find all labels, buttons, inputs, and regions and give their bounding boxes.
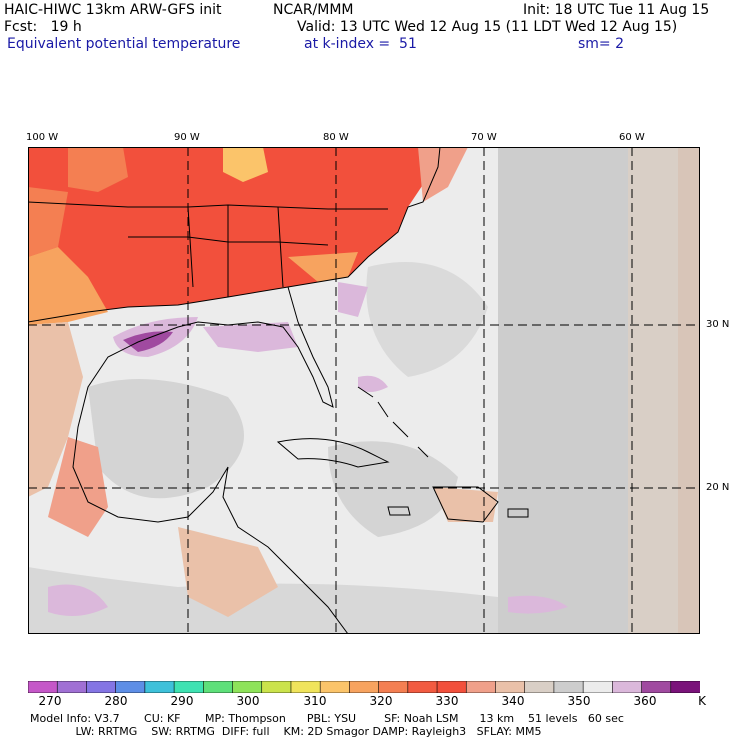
lilac-patch-caribbean — [508, 595, 568, 614]
gulf-coastline — [72, 286, 349, 634]
colorbar-swatch — [261, 681, 292, 693]
level-label: at k-index = 51 — [304, 36, 417, 52]
map-frame — [28, 147, 700, 634]
colorbar-swatch — [232, 681, 263, 693]
colorbar-swatch — [56, 681, 88, 693]
valid-time: Valid: 13 UTC Wed 12 Aug 15 (11 LDT Wed … — [297, 19, 678, 35]
colorbar-swatch — [612, 681, 643, 693]
tan-region-central-america — [178, 527, 278, 617]
colorbar-swatch — [407, 681, 438, 693]
init-time: Init: 18 UTC Tue 11 Aug 15 — [523, 2, 710, 18]
organization-label: NCAR/MMM — [273, 2, 354, 18]
orange-patch-texas — [28, 187, 68, 257]
tan-region-hispaniola — [433, 487, 498, 522]
field-name: Equivalent potential temperature — [7, 36, 241, 52]
gray-patch-atlantic — [366, 262, 488, 377]
tan-region-mexico — [28, 322, 83, 497]
model-title: HAIC-HIWC 13km ARW-GFS init — [4, 2, 222, 18]
salmon-patch-northeast — [418, 147, 468, 202]
colorbar-tick-label: 270 — [38, 694, 62, 708]
colorbar-swatch — [173, 681, 205, 693]
colorbar-tick-label: 290 — [170, 694, 194, 708]
colorbar — [28, 681, 700, 693]
colorbar-tick-label: 320 — [369, 694, 393, 708]
colorbar-swatch — [524, 681, 555, 693]
gray-patch-caribbean — [328, 441, 458, 537]
lon-label-100w: 100 W — [26, 132, 59, 143]
orange-patch-georgia — [288, 252, 358, 282]
colorbar-swatch — [290, 681, 321, 693]
colorbar-swatch — [582, 681, 614, 693]
puerto-rico-outline — [507, 508, 529, 518]
colorbar-swatch — [86, 681, 117, 693]
cuba-outline — [276, 438, 390, 468]
yellow-patch-midwest — [223, 147, 268, 182]
colorbar-tick-label: 330 — [435, 694, 459, 708]
colorbar-swatch — [349, 681, 380, 693]
colorbar-swatch — [553, 681, 584, 693]
colorbar-swatch — [670, 681, 700, 693]
orange-patch-south-texas — [28, 247, 108, 325]
lilac-patch-bahamas — [358, 375, 388, 392]
colorbar-tick-label: K — [698, 694, 706, 708]
colorbar-tick-label: 300 — [236, 694, 260, 708]
lat-label-30n: 30 N — [706, 319, 730, 330]
state-border-3 — [187, 205, 284, 297]
lon-label-60w: 60 W — [619, 132, 645, 143]
theta-e-map — [28, 147, 700, 634]
colorbar-swatch — [378, 681, 409, 693]
coastlines — [28, 147, 529, 634]
colorbar-tick-label: 350 — [567, 694, 591, 708]
colorbar-tick-label: 340 — [501, 694, 525, 708]
gray-patch-gulf — [88, 379, 244, 499]
model-info-line1: Model Info: V3.7 CU: KF MP: Thompson PBL… — [30, 712, 624, 725]
colorbar-swatch — [115, 681, 146, 693]
colorbar-swatch — [641, 681, 672, 693]
lat-lon-grid — [28, 147, 700, 634]
model-info-line2: LW: RRTMG SW: RRTMG DIFF: full KM: 2D Sm… — [30, 725, 542, 738]
lon-label-90w: 90 W — [174, 132, 200, 143]
salmon-patch-mexico — [48, 437, 108, 537]
lilac-patch-atlantic — [338, 282, 368, 317]
colorbar-swatch — [436, 681, 468, 693]
us-coastline-outline — [28, 147, 441, 323]
colorbar-swatch — [495, 681, 526, 693]
colorbar-swatch — [28, 681, 59, 693]
lon-label-80w: 80 W — [323, 132, 349, 143]
colorbar-tick-label: 360 — [633, 694, 657, 708]
lat-label-20n: 20 N — [706, 482, 730, 493]
colorbar-swatch — [319, 681, 351, 693]
colorbar-tick-label: 310 — [303, 694, 327, 708]
hispaniola-outline — [432, 486, 499, 523]
lon-label-70w: 70 W — [471, 132, 497, 143]
lilac-patch-pacific — [48, 584, 108, 616]
colorbar-swatch — [203, 681, 234, 693]
bahamas-outline — [357, 386, 429, 458]
colorbar-swatch — [465, 681, 497, 693]
colorbar-swatch — [144, 681, 175, 693]
smoothing-label: sm= 2 — [578, 36, 625, 52]
jamaica-outline — [387, 506, 411, 516]
forecast-hour: Fcst: 19 h — [4, 19, 82, 35]
purple-maximum-gulf — [123, 331, 173, 352]
lilac-patch-northern-gulf — [203, 322, 298, 352]
gray-patch-south — [28, 567, 498, 634]
colorbar-tick-label: 280 — [104, 694, 128, 708]
tan-strip-edge — [678, 147, 700, 634]
orange-patch-plains — [68, 147, 128, 192]
